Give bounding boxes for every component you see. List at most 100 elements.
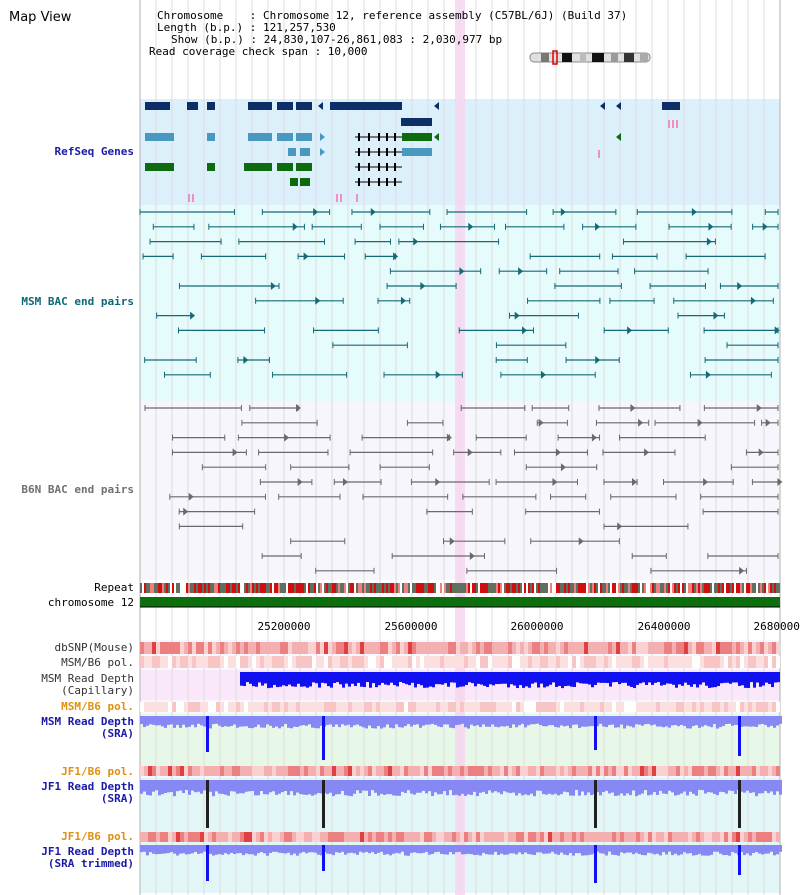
depth-bar (284, 716, 287, 724)
heat-cell (172, 702, 176, 712)
heat-cell (280, 702, 284, 712)
refseq-genes-track[interactable] (145, 102, 680, 202)
depth-bar (749, 845, 752, 856)
depth-bar (429, 672, 432, 687)
depth-bar (437, 845, 440, 852)
heat-cell (740, 832, 744, 842)
depth-bar (452, 780, 455, 796)
depth-bar (491, 845, 494, 855)
heat-cell (292, 702, 296, 712)
depth-bar (158, 845, 161, 854)
depth-bar (320, 716, 323, 726)
heat-cell (328, 832, 332, 842)
depth-bar (392, 845, 395, 854)
heat-cell (140, 702, 144, 712)
heat-cell (752, 656, 756, 668)
ideogram-band (640, 53, 648, 62)
heat-cell (168, 832, 172, 842)
depth-bar (441, 672, 444, 685)
heat-cell (172, 832, 176, 842)
repeat-element (712, 583, 714, 593)
track-label-refseq[interactable]: RefSeq Genes (54, 145, 134, 158)
depth-bar (329, 845, 332, 854)
heat-cell (148, 702, 152, 712)
track-label-jf1-sra-trimmed[interactable]: JF1 Read Depth (SRA trimmed) (41, 846, 134, 870)
repeat-element (556, 583, 558, 593)
depth-bar (707, 716, 710, 727)
depth-bar (197, 716, 200, 724)
depth-bar (249, 672, 252, 684)
heat-cell (740, 642, 744, 654)
gene-arrow (320, 148, 325, 156)
depth-bar (641, 845, 644, 856)
depth-bar (749, 716, 752, 727)
depth-bar (179, 845, 182, 854)
depth-bar (467, 845, 470, 854)
heat-cell (264, 702, 268, 712)
depth-bar (509, 716, 512, 728)
repeat-element (728, 583, 730, 593)
depth-bar (221, 845, 224, 855)
depth-bar (453, 672, 456, 683)
gene-exon (386, 163, 388, 171)
depth-bar (635, 780, 638, 797)
heat-cell (464, 702, 468, 712)
heat-cell (176, 702, 180, 712)
depth-bar (269, 716, 272, 726)
depth-bar (536, 780, 539, 791)
heat-cell (364, 832, 368, 842)
depth-bar (317, 780, 320, 794)
track-label-msm-capillary[interactable]: MSM Read Depth (Capillary) (41, 673, 134, 697)
depth-bar (635, 845, 638, 853)
depth-bar (221, 716, 224, 728)
heat-cell (384, 642, 388, 654)
gene-arrow (300, 102, 305, 110)
depth-bar (296, 845, 299, 856)
repeat-element (588, 583, 590, 593)
depth-bar (777, 672, 780, 683)
track-label-b6n-bac[interactable]: B6N BAC end pairs (21, 483, 134, 496)
heat-cell (504, 832, 508, 842)
depth-bar (152, 780, 155, 792)
b6n-bac-track[interactable] (144, 404, 783, 575)
track-label-repeat[interactable]: Repeat (94, 581, 134, 594)
depth-bar (578, 845, 581, 854)
repeat-element (686, 583, 688, 593)
track-label-jf1-pol-2[interactable]: JF1/B6 pol. (61, 830, 134, 843)
heat-cell (276, 656, 280, 668)
heat-cell (152, 656, 156, 668)
repeat-element (716, 583, 718, 593)
depth-bar (674, 716, 677, 726)
repeat-element (668, 583, 670, 593)
track-label-dbsnp[interactable]: dbSNP(Mouse) (54, 641, 134, 654)
depth-bar (389, 845, 392, 856)
heat-cell (748, 642, 752, 654)
msm-bac-track[interactable] (139, 208, 780, 379)
depth-bar (245, 780, 248, 792)
heat-cell (532, 656, 536, 668)
depth-bar (683, 716, 686, 726)
depth-bar (717, 672, 720, 687)
depth-bar (611, 845, 614, 855)
heat-cell (208, 642, 212, 654)
depth-bar (329, 716, 332, 725)
track-label-msm-pol-1[interactable]: MSM/B6 pol. (61, 656, 134, 669)
heat-cell (728, 642, 732, 654)
heat-cell (632, 642, 636, 654)
track-label-jf1-pol-1[interactable]: JF1/B6 pol. (61, 765, 134, 778)
track-label-msm-bac[interactable]: MSM BAC end pairs (21, 295, 134, 308)
track-label-msm-pol-2[interactable]: MSM/B6 pol. (61, 700, 134, 713)
heat-cell (436, 642, 440, 654)
heat-cell (536, 656, 540, 668)
heat-cell (228, 702, 232, 712)
depth-bar (675, 672, 678, 688)
heat-cell (252, 656, 256, 668)
depth-bar (194, 780, 197, 793)
track-label-msm-sra[interactable]: MSM Read Depth (SRA) (41, 716, 134, 740)
heat-cell (188, 766, 192, 776)
heat-cell (616, 642, 620, 654)
heat-cell (724, 702, 728, 712)
track-label-jf1-sra[interactable]: JF1 Read Depth (SRA) (41, 781, 134, 805)
heat-cell (740, 702, 744, 712)
